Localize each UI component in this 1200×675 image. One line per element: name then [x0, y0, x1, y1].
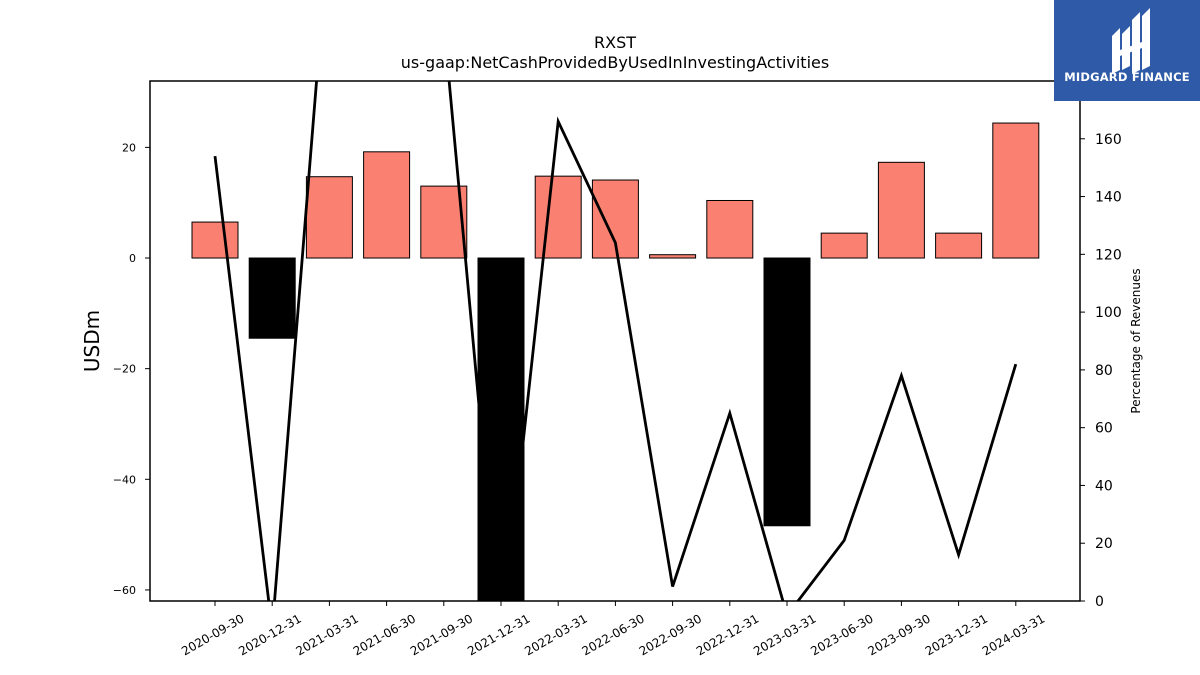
- y-tick-label: −40: [113, 473, 136, 486]
- y-tick-label: 20: [122, 141, 136, 154]
- x-tick-label: 2022-03-31: [522, 611, 589, 658]
- logo-icon: [1112, 8, 1150, 74]
- x-tick-label: 2023-03-31: [751, 611, 818, 658]
- x-tick-label: 2020-09-30: [179, 611, 246, 658]
- y2-tick-label: 0: [1095, 594, 1104, 610]
- y-tick-label: −20: [113, 363, 136, 376]
- bar-2020-09-30: [191, 221, 239, 259]
- x-tick-label: 2024-03-31: [980, 611, 1047, 658]
- x-tick-label: 2023-06-30: [808, 611, 875, 658]
- bar-2021-06-30: [363, 151, 411, 259]
- y2-axis-label: Percentage of Revenues: [1129, 268, 1143, 413]
- bar-2023-09-30: [877, 161, 925, 259]
- bar-2023-12-31: [935, 232, 983, 259]
- bar-2022-03-31: [534, 175, 582, 259]
- brand-name: MIDGARD FINANCE: [1064, 70, 1190, 84]
- y2-tick-label: 60: [1095, 421, 1113, 437]
- bar-2023-03-31: [763, 257, 811, 527]
- bar-2022-12-31: [706, 199, 754, 259]
- x-tick-label: 2021-06-30: [351, 611, 418, 658]
- bar-2020-12-31: [248, 257, 296, 339]
- y2-tick-label: 20: [1095, 536, 1113, 552]
- line-series-group: [213, 81, 1018, 601]
- bar-2023-06-30: [820, 232, 868, 259]
- x-tick-label: 2020-12-31: [236, 611, 303, 658]
- bar-2021-12-31: [477, 257, 525, 601]
- chart-subtitle: us-gaap:NetCashProvidedByUsedInInvesting…: [401, 53, 829, 72]
- y2-tick-label: 80: [1095, 363, 1113, 379]
- x-axis: 2020-09-302020-12-312021-03-312021-06-30…: [179, 601, 1047, 658]
- brand-logo: MIDGARD FINANCE: [1054, 0, 1200, 101]
- x-tick-label: 2021-03-31: [293, 611, 360, 658]
- bar-2024-03-31: [992, 122, 1040, 259]
- y-axis-left: 20 0 −20 −40 −60: [113, 141, 150, 597]
- y2-tick-label: 140: [1095, 190, 1122, 206]
- y-axis-label: USDm: [80, 310, 104, 372]
- x-tick-label: 2021-09-30: [408, 611, 475, 658]
- bar-series: [191, 122, 1040, 601]
- y-tick-label: 0: [129, 252, 136, 265]
- y2-tick-label: 160: [1095, 132, 1122, 148]
- y-tick-label: −60: [113, 584, 136, 597]
- bar-2021-03-31: [305, 176, 353, 259]
- bar-2022-09-30: [649, 254, 697, 259]
- y2-tick-label: 100: [1095, 305, 1122, 321]
- x-tick-label: 2023-12-31: [923, 611, 990, 658]
- y-axis-right: 0 20 40 60 80 100 120 140 160: [1080, 132, 1122, 610]
- y2-tick-label: 40: [1095, 478, 1113, 494]
- y2-tick-label: 120: [1095, 247, 1122, 263]
- revenue-percentage-line: [213, 81, 1018, 601]
- x-tick-label: 2022-09-30: [637, 611, 704, 658]
- x-tick-label: 2022-12-31: [694, 611, 761, 658]
- x-tick-label: 2021-12-31: [465, 611, 532, 658]
- chart-title: RXST: [594, 33, 636, 52]
- x-tick-label: 2022-06-30: [579, 611, 646, 658]
- x-tick-label: 2023-09-30: [865, 611, 932, 658]
- plot-frame: [149, 80, 1081, 602]
